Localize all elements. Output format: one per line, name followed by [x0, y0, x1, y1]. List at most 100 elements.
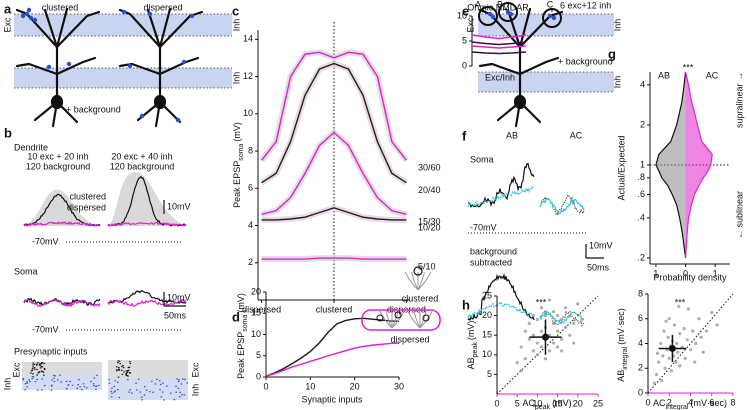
identity-line	[496, 295, 599, 395]
synapse	[66, 61, 72, 67]
series-label: clustered	[402, 293, 439, 303]
synapse	[24, 11, 30, 17]
icon-dendrite	[391, 309, 406, 329]
y-axis-label: Peak EPSPsoma (mV)	[232, 122, 244, 208]
spike	[41, 389, 43, 391]
voltage-trace	[107, 221, 187, 227]
region-label: Exc	[465, 17, 475, 33]
region-label: Inh	[231, 72, 241, 85]
y-axis-label: Actual/Expected	[616, 135, 626, 200]
spike	[179, 391, 182, 393]
spike	[41, 378, 44, 380]
series-label: 30/60	[418, 163, 441, 173]
scatter-point	[677, 304, 681, 308]
spike	[36, 378, 38, 381]
series-label: AB	[658, 70, 670, 80]
spike	[37, 372, 40, 374]
dendrite	[130, 62, 162, 76]
spike	[39, 363, 41, 365]
spike	[123, 371, 125, 373]
region-label: Inh	[231, 19, 241, 32]
spike	[154, 383, 157, 385]
spike	[145, 389, 148, 391]
dendrite	[158, 14, 192, 49]
dendrite	[478, 62, 494, 68]
neuron	[118, 7, 204, 128]
scale-label: 50ms	[587, 262, 610, 272]
direction-label: supralinear →	[734, 72, 744, 128]
rest-label: -70mV	[470, 222, 497, 232]
series-label: 5/10	[418, 261, 436, 271]
spike	[36, 363, 38, 365]
spike	[30, 370, 33, 372]
chart-title: Ohmic NMDAR	[467, 2, 529, 12]
scatter-point	[652, 381, 656, 385]
background-label: + background	[558, 56, 613, 66]
spike	[110, 390, 112, 392]
panel-letter: e	[462, 3, 469, 18]
label-unit: (mV)	[466, 321, 476, 341]
series-line	[261, 207, 407, 221]
identity-line	[647, 293, 734, 394]
voltage-trace	[467, 185, 535, 208]
x-tick-label: clustered	[316, 304, 353, 314]
raster-label: Exc	[190, 362, 200, 378]
spike	[93, 377, 96, 379]
spike	[118, 369, 121, 371]
spike	[126, 372, 128, 374]
spike	[177, 387, 180, 389]
x-tick-label: 6	[709, 397, 714, 407]
spike	[54, 375, 56, 377]
scatter-point	[697, 317, 701, 321]
spike	[182, 378, 184, 380]
synapse	[181, 59, 187, 65]
site-label: A	[475, 0, 481, 9]
spike	[28, 379, 30, 381]
spike	[159, 389, 161, 391]
spike	[53, 377, 55, 379]
raster-label: Exc	[11, 362, 21, 378]
scale-label: 50ms	[164, 310, 187, 320]
condition-label: 20 exc + 40 inh	[111, 151, 172, 161]
neuron-icon	[378, 309, 406, 329]
synapse	[508, 11, 514, 17]
series-line	[261, 257, 407, 260]
spike	[125, 370, 128, 372]
spike	[82, 383, 85, 385]
spike	[36, 368, 38, 371]
spike	[149, 391, 151, 393]
spike	[127, 379, 129, 381]
scatter-point	[666, 335, 670, 339]
spike	[93, 384, 95, 387]
mean-point	[668, 344, 676, 352]
spike	[65, 380, 68, 383]
scatter-point	[568, 333, 572, 337]
spike	[129, 362, 132, 364]
scatter-point	[669, 369, 673, 373]
scatter-point	[660, 379, 664, 383]
spike	[110, 396, 113, 398]
dispersed-box	[361, 309, 441, 331]
y-axis-label: ABpeak(mV)	[466, 321, 478, 370]
spike	[160, 396, 163, 398]
dendrite	[55, 14, 89, 49]
spike	[77, 384, 79, 386]
spike	[111, 387, 113, 390]
spike	[184, 378, 186, 381]
scatter-point	[531, 314, 535, 318]
cluster-mark	[422, 314, 430, 322]
spike	[118, 396, 121, 399]
series-line	[261, 131, 407, 216]
spike	[178, 396, 181, 398]
spike	[53, 381, 56, 383]
site-arrow	[502, 8, 508, 11]
scatter-point	[685, 338, 689, 342]
scatter-point	[672, 323, 677, 327]
spike	[117, 360, 119, 362]
y-tick-label: 5	[256, 350, 261, 360]
y-axis-label: ABintegral(mV·sec)	[616, 308, 628, 381]
icon-dendrite	[411, 271, 419, 291]
spike	[26, 386, 28, 388]
spike	[53, 374, 55, 376]
